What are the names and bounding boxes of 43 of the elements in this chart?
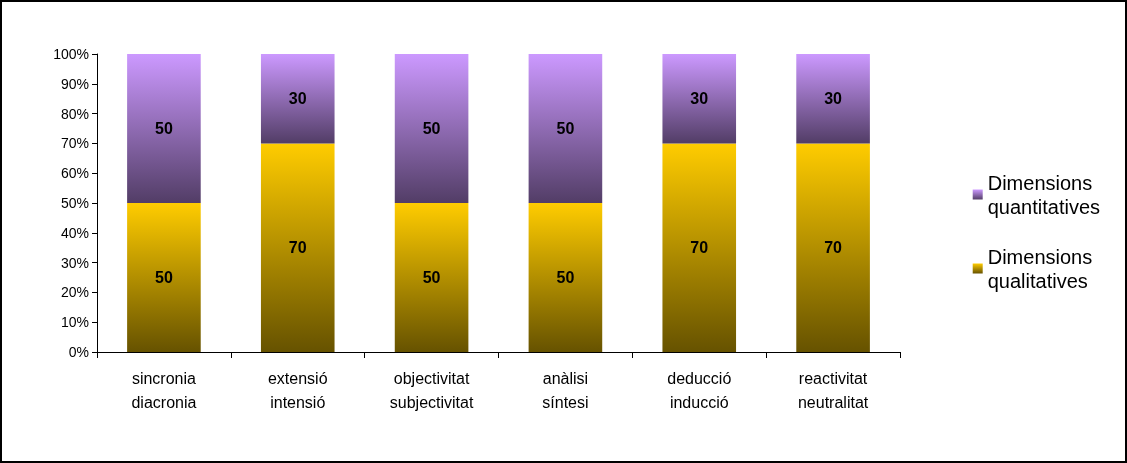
- y-tick-label: 30%: [60, 254, 89, 271]
- data-label: 70: [824, 239, 843, 257]
- data-label: 50: [422, 269, 441, 286]
- y-tick-label: 90%: [60, 75, 89, 92]
- bar: [662, 54, 737, 144]
- bar: [796, 54, 870, 144]
- bar: [260, 54, 335, 144]
- bar: [394, 203, 469, 352]
- bar: [528, 203, 603, 352]
- data-label: 30: [288, 90, 307, 108]
- y-tick-label: 100%: [53, 46, 89, 62]
- data-label: 30: [824, 90, 843, 108]
- data-label: 70: [690, 239, 709, 257]
- x-tick-label: sincronia diacronia: [131, 369, 197, 411]
- y-tick-label: 60%: [60, 165, 89, 182]
- data-label: 30: [690, 90, 709, 108]
- x-tick-label: reactivitat neutralitat: [797, 369, 869, 411]
- data-label: 50: [155, 269, 173, 286]
- y-tick-label: 80%: [60, 105, 89, 122]
- x-tick-label: objectivitat subjectivitat: [389, 369, 474, 411]
- bar: [662, 143, 737, 352]
- y-tick-label: 40%: [60, 224, 89, 241]
- bar: [260, 143, 335, 352]
- x-tick-label: anàlisi síntesi: [542, 369, 589, 411]
- bar: [796, 143, 870, 352]
- legend-label: Dimensions quantitatives: [987, 171, 1100, 218]
- data-label: 50: [422, 120, 441, 137]
- bar: [127, 54, 201, 203]
- y-tick-label: 20%: [60, 284, 89, 301]
- y-tick-label: 50%: [60, 195, 89, 211]
- bar: [528, 54, 603, 203]
- legend-label: Dimensions qualitatives: [987, 245, 1093, 292]
- y-tick-label: 70%: [60, 135, 89, 152]
- x-tick-label: deducció inducció: [667, 369, 732, 411]
- y-tick-label: 0%: [68, 344, 89, 360]
- data-label: 50: [155, 120, 173, 137]
- x-tick-label: extensió intensió: [267, 369, 328, 411]
- bar: [127, 203, 201, 352]
- bar: [394, 54, 469, 203]
- data-label: 50: [556, 269, 575, 286]
- data-label: 70: [288, 239, 307, 257]
- y-tick-label: 10%: [60, 314, 89, 331]
- data-label: 50: [556, 120, 575, 137]
